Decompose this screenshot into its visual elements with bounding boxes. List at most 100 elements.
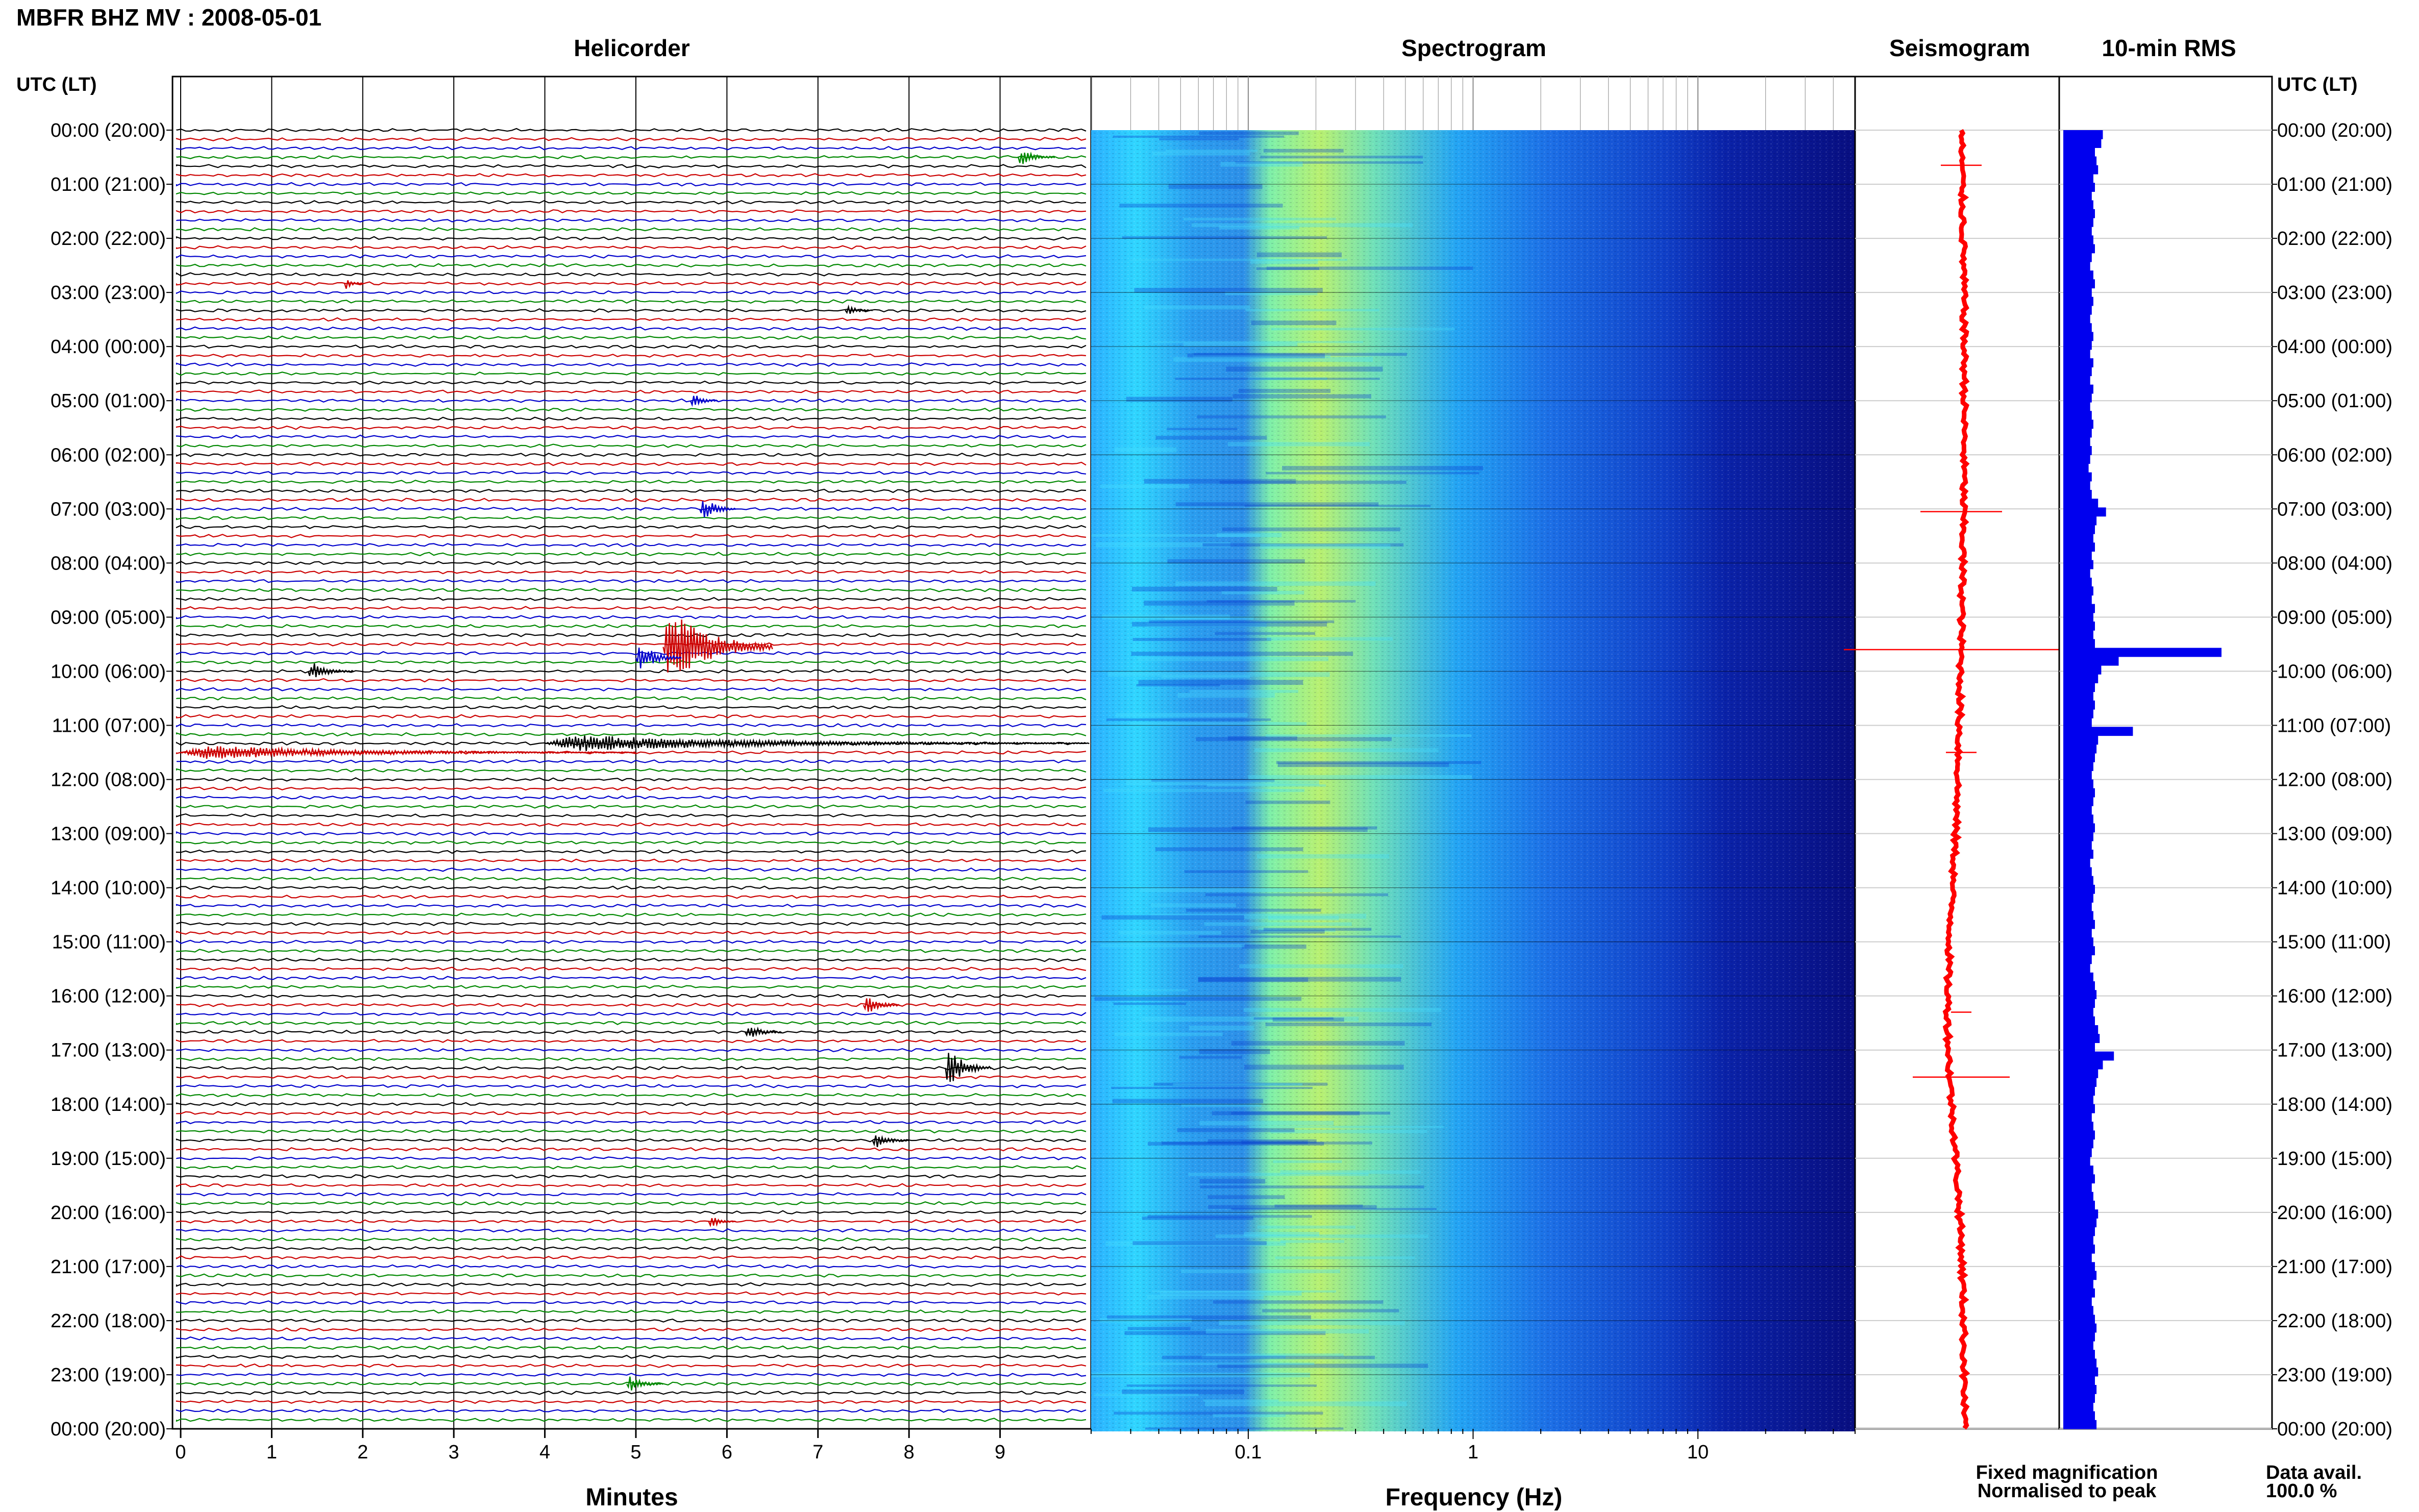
rms-bar bbox=[2063, 1007, 2093, 1017]
rms-bar bbox=[2063, 525, 2095, 534]
spectrogram-streak bbox=[1231, 826, 1377, 830]
helicorder-x-tick-label: 0 bbox=[175, 1442, 186, 1463]
rms-bar bbox=[2063, 437, 2090, 447]
helicorder-trace bbox=[176, 335, 1087, 340]
helicorder-trace bbox=[176, 939, 1087, 944]
spectrogram-streak bbox=[1094, 1394, 1199, 1397]
spectrogram-x-axis-title: Frequency (Hz) bbox=[1386, 1484, 1563, 1511]
spectrogram-streak bbox=[1199, 1049, 1270, 1054]
time-label-left: 00:00 (20:00) bbox=[51, 1419, 166, 1440]
rms-bar bbox=[2063, 463, 2089, 473]
time-label-right: 19:00 (15:00) bbox=[2277, 1148, 2392, 1170]
spectrogram-streak bbox=[1138, 680, 1303, 685]
spectrogram-streak bbox=[1136, 1362, 1315, 1365]
rms-bar bbox=[2063, 1367, 2099, 1377]
helicorder-trace bbox=[176, 326, 1087, 331]
time-label-left: 15:00 (11:00) bbox=[52, 932, 166, 953]
helicorder-trace bbox=[176, 1399, 1087, 1404]
spectrogram-streak bbox=[1130, 722, 1307, 726]
rms-bar bbox=[2063, 648, 2221, 657]
spectrogram-streak bbox=[1225, 291, 1318, 295]
rms-bar bbox=[2063, 1095, 2093, 1105]
spectrogram-streak bbox=[1231, 1040, 1405, 1046]
helicorder-trace bbox=[176, 1219, 1087, 1224]
rms-bar bbox=[2063, 639, 2095, 649]
spectrogram-streak bbox=[1153, 1082, 1328, 1086]
rms-bar bbox=[2063, 1288, 2095, 1298]
rms-bar bbox=[2063, 1086, 2095, 1096]
legend-fixed-magnification: Fixed magnification bbox=[1976, 1462, 2158, 1483]
spectrogram-streak bbox=[1106, 718, 1271, 721]
spectrogram-streak bbox=[1263, 928, 1372, 931]
rms-bar bbox=[2063, 771, 2092, 780]
spectrogram-streak bbox=[1166, 149, 1257, 152]
spectrogram-streak bbox=[1113, 1002, 1187, 1005]
spectrogram-streak bbox=[1231, 1111, 1391, 1115]
spectrogram-streak bbox=[1147, 1215, 1312, 1218]
helicorder-trace bbox=[176, 1408, 1087, 1413]
spectrogram-streak bbox=[1213, 1414, 1286, 1418]
rms-bar bbox=[2063, 1358, 2097, 1368]
rms-bar bbox=[2063, 323, 2092, 333]
helicorder-trace bbox=[176, 164, 1087, 169]
rms-bar bbox=[2063, 884, 2095, 894]
figure-title: MBFR BHZ MV : 2008-05-01 bbox=[16, 4, 322, 31]
helicorder-trace bbox=[176, 1003, 1087, 1007]
time-label-right: 13:00 (09:00) bbox=[2277, 824, 2392, 845]
spectrogram-streak bbox=[1231, 1208, 1437, 1210]
spectrogram-streak bbox=[1193, 355, 1331, 358]
spectrogram-streak bbox=[1107, 1315, 1312, 1320]
rms-bar bbox=[2063, 981, 2095, 990]
helicorder-trace bbox=[176, 696, 1087, 701]
rms-bar bbox=[2063, 227, 2092, 236]
helicorder-trace bbox=[176, 768, 1087, 773]
rms-bar bbox=[2063, 814, 2093, 824]
spectrogram-streak bbox=[1207, 1139, 1317, 1144]
time-label-left: 01:00 (21:00) bbox=[51, 174, 166, 195]
spectrogram-streak bbox=[1268, 915, 1339, 921]
spectrogram-streak bbox=[1227, 736, 1297, 740]
rms-bar bbox=[2063, 1209, 2099, 1219]
spectrogram-streak bbox=[1219, 226, 1300, 230]
time-label-right: 07:00 (03:00) bbox=[2277, 499, 2392, 520]
spectrogram-streak bbox=[1206, 600, 1356, 603]
time-label-left: 02:00 (22:00) bbox=[51, 228, 166, 250]
spectrogram-streak bbox=[1244, 1064, 1404, 1070]
spectrogram-streak bbox=[1244, 505, 1431, 507]
helicorder-trace bbox=[176, 1282, 1087, 1287]
spectrogram-streak bbox=[1235, 161, 1423, 164]
rms-bar bbox=[2063, 902, 2092, 912]
helicorder-event bbox=[1018, 152, 1055, 164]
spectrogram-streak bbox=[1165, 616, 1254, 620]
helicorder-trace bbox=[176, 498, 1087, 502]
legend-normalised-to-peak: Normalised to peak bbox=[1978, 1480, 2157, 1502]
time-label-right: 23:00 (19:00) bbox=[2277, 1365, 2392, 1386]
spectrogram-streak bbox=[1116, 713, 1248, 717]
helicorder-event bbox=[845, 304, 873, 314]
time-label-left: 09:00 (05:00) bbox=[51, 607, 166, 628]
rms-bar bbox=[2063, 1271, 2097, 1280]
spectrogram-streak bbox=[1149, 620, 1335, 623]
rms-bar bbox=[2063, 1051, 2114, 1061]
rms-bar bbox=[2063, 1323, 2097, 1333]
helicorder-trace bbox=[176, 488, 1087, 493]
spectrogram-streak bbox=[1253, 1017, 1334, 1020]
helicorder-trace bbox=[176, 831, 1087, 836]
spectrogram-streak bbox=[1273, 1160, 1342, 1163]
spectrogram-streak bbox=[1242, 944, 1306, 949]
spectrogram-streak bbox=[1250, 930, 1325, 934]
helicorder-trace bbox=[176, 1084, 1087, 1088]
spectrogram-streak bbox=[1107, 672, 1330, 677]
time-label-right: 05:00 (01:00) bbox=[2277, 390, 2392, 412]
helicorder-trace bbox=[176, 245, 1087, 250]
spectrogram-streak bbox=[1114, 447, 1177, 453]
helicorder-x-tick-label: 2 bbox=[357, 1442, 368, 1463]
helicorder-trace bbox=[176, 407, 1087, 412]
spectrogram-streak bbox=[1100, 944, 1245, 948]
spectrogram-streak bbox=[1100, 1318, 1192, 1323]
spectrogram-streak bbox=[1152, 1290, 1337, 1293]
rms-bar bbox=[2063, 709, 2093, 718]
spectrogram-streak bbox=[1204, 922, 1352, 926]
helicorder-trace bbox=[176, 1156, 1087, 1161]
rms-bar bbox=[2063, 349, 2090, 359]
